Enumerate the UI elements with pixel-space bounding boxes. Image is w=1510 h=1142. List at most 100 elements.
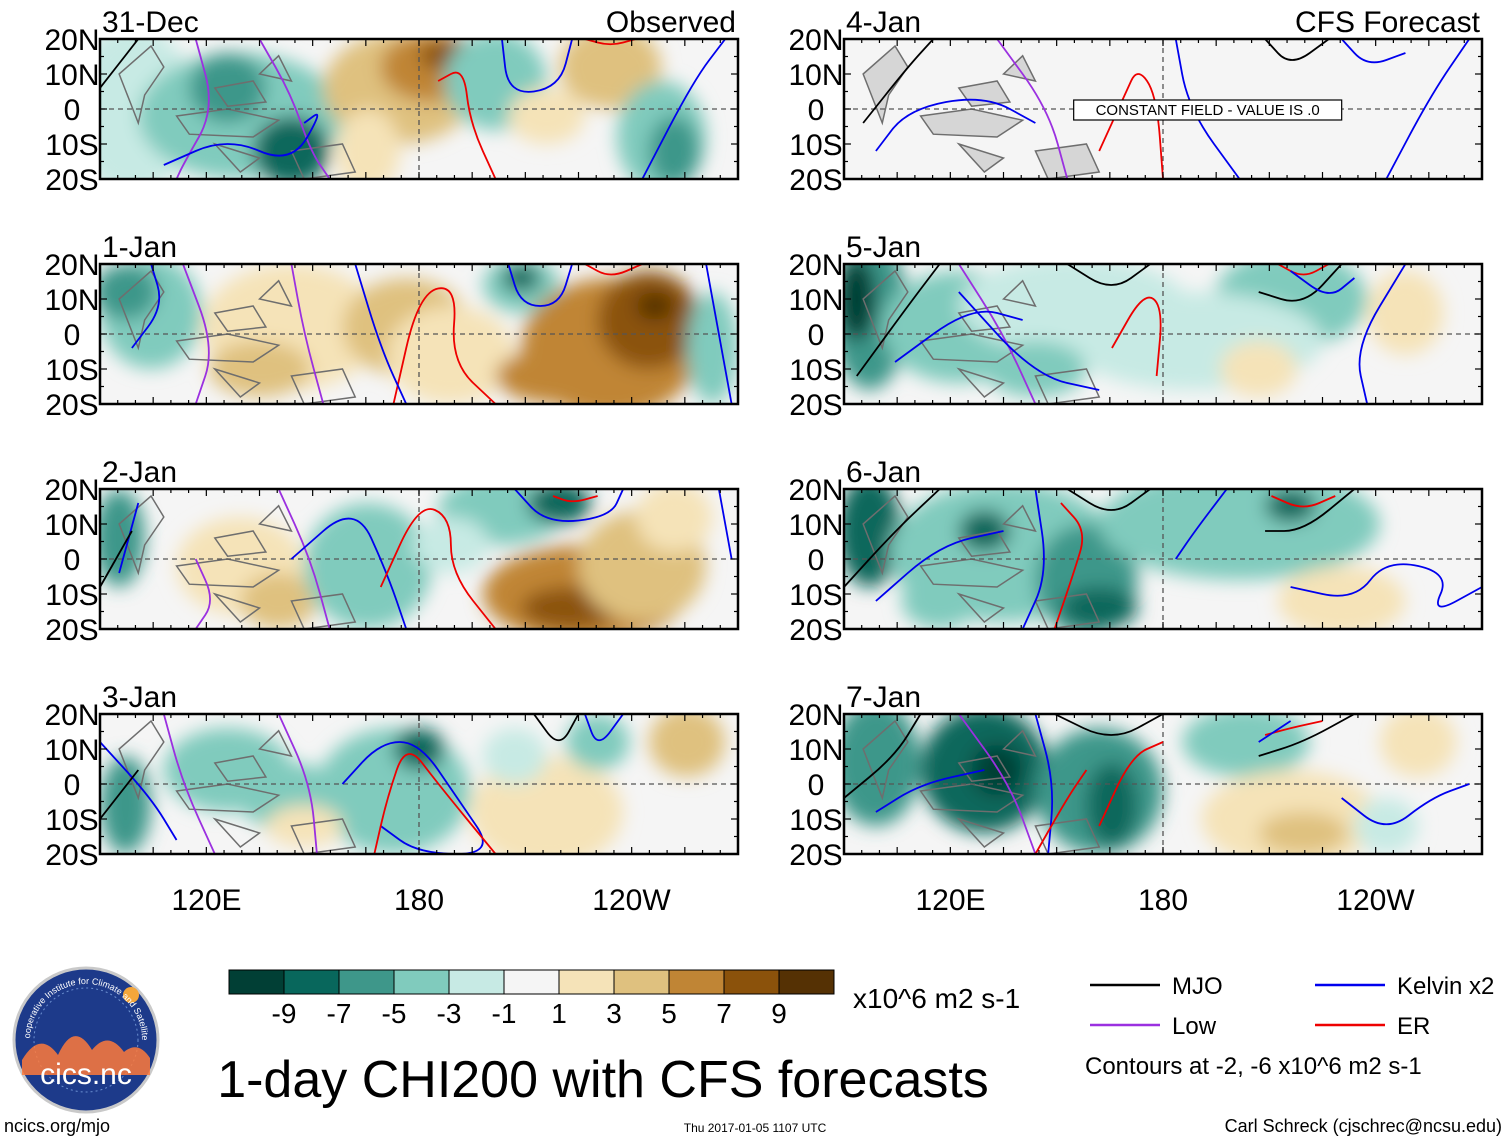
contour-er	[392, 287, 497, 404]
lat-tick-label: 10S	[45, 354, 98, 387]
lat-tick-label: 10S	[789, 579, 842, 612]
contour-mjo	[862, 39, 934, 124]
lat-tick-label: 10S	[789, 804, 842, 837]
anomaly-blob	[597, 271, 700, 369]
contour-kelvin	[1385, 39, 1470, 179]
colorbar-swatch	[283, 969, 340, 995]
coastline	[175, 108, 281, 138]
coastline	[290, 368, 357, 404]
coastline	[175, 783, 281, 813]
anomaly-blob	[844, 489, 902, 587]
contour-kelvin	[584, 714, 624, 742]
anomaly-blob	[265, 805, 343, 847]
contour-kelvin	[100, 741, 178, 841]
contour-kelvin	[1175, 489, 1228, 560]
lat-tick-label: 20S	[789, 839, 842, 872]
contour-er	[1098, 741, 1164, 827]
lat-tick-label: 0	[64, 544, 81, 577]
lat-tick-label: 20N	[788, 474, 843, 507]
lat-tick-label: 10S	[45, 804, 98, 837]
coastline	[290, 593, 357, 629]
coastline	[1001, 504, 1037, 533]
contour-kelvin	[705, 264, 733, 404]
contour-kelvin	[1358, 264, 1407, 404]
lat-tick-label: 20S	[789, 389, 842, 422]
contour-mjo	[1066, 264, 1151, 286]
colorbar-label: 1	[551, 998, 567, 1029]
coastline	[175, 558, 281, 588]
legend-label: Low	[1172, 1013, 1217, 1040]
contour-er	[552, 495, 598, 503]
coastline	[212, 142, 262, 174]
contour-kelvin	[163, 113, 319, 166]
logo-text: cics.nc	[40, 1058, 132, 1091]
contour-kelvin	[1034, 714, 1054, 854]
colorbar-swatch	[613, 969, 670, 995]
lat-tick-label: 20N	[788, 249, 843, 282]
column-header: CFS Forecast	[1295, 6, 1481, 39]
coastline	[957, 755, 1012, 782]
coastline	[956, 817, 1006, 849]
contour-kelvin	[1021, 489, 1045, 629]
coastline	[213, 80, 268, 107]
colorbar-label: -7	[327, 998, 352, 1029]
lat-tick-label: 20S	[45, 164, 98, 197]
colorbar-swatch	[668, 969, 725, 995]
lat-tick-label: 10S	[789, 129, 842, 162]
coastline	[118, 269, 165, 351]
contour-kelvin	[1174, 39, 1241, 179]
colorbar-label: -5	[382, 998, 407, 1029]
contour-low	[162, 714, 216, 854]
contour-low	[996, 39, 1069, 179]
coastline	[118, 44, 165, 126]
contour-kelvin	[875, 769, 985, 813]
coastline	[212, 592, 262, 624]
anomaly-blob	[648, 714, 726, 777]
anomaly-blob	[501, 264, 541, 292]
coastline	[919, 558, 1025, 588]
contour-er	[379, 508, 497, 629]
lat-tick-label: 0	[64, 94, 81, 127]
anomaly-blob	[686, 292, 738, 404]
lon-tick-label: 180	[1138, 884, 1188, 917]
coastline	[862, 719, 909, 801]
legend: MJO Kelvin x2 Low ER Contours at -2, -6 x10^…	[1085, 973, 1494, 1080]
contour-kelvin	[1341, 783, 1470, 826]
lat-tick-label: 0	[808, 544, 825, 577]
contour-er	[1111, 296, 1162, 377]
anomaly-blob	[844, 714, 921, 826]
coastline	[919, 783, 1025, 813]
lat-tick-label: 20S	[789, 614, 842, 647]
anomaly-blob	[387, 306, 515, 404]
colorbar-label: 7	[716, 998, 732, 1029]
panel-date: 4-Jan	[846, 6, 921, 39]
lat-tick-label: 0	[808, 94, 825, 127]
contour-kelvin	[354, 264, 408, 404]
lat-tick-label: 10N	[788, 59, 843, 92]
anomaly-blob	[1099, 489, 1380, 580]
contour-low	[958, 714, 1037, 854]
contour-mjo	[1258, 264, 1343, 302]
anomaly-blob	[1220, 341, 1297, 397]
contour-kelvin	[1290, 270, 1355, 294]
coastline	[1001, 279, 1037, 308]
anomaly-blob	[971, 744, 1023, 796]
anomaly-blob	[336, 109, 400, 179]
contour-low	[277, 714, 318, 854]
coastline	[257, 729, 293, 758]
anomaly-blob	[1354, 798, 1419, 854]
contour-mjo	[1258, 714, 1355, 757]
contour-kelvin	[1258, 720, 1292, 743]
lat-tick-label: 20N	[788, 699, 843, 732]
anomaly-blob	[844, 264, 876, 341]
column-header: Observed	[606, 6, 736, 39]
footer-author: Carl Schreck (cjschrec@ncsu.edu)	[1225, 1116, 1502, 1136]
coastline	[290, 818, 357, 854]
lat-tick-label: 10N	[44, 509, 99, 542]
lat-tick-label: 0	[64, 769, 81, 802]
